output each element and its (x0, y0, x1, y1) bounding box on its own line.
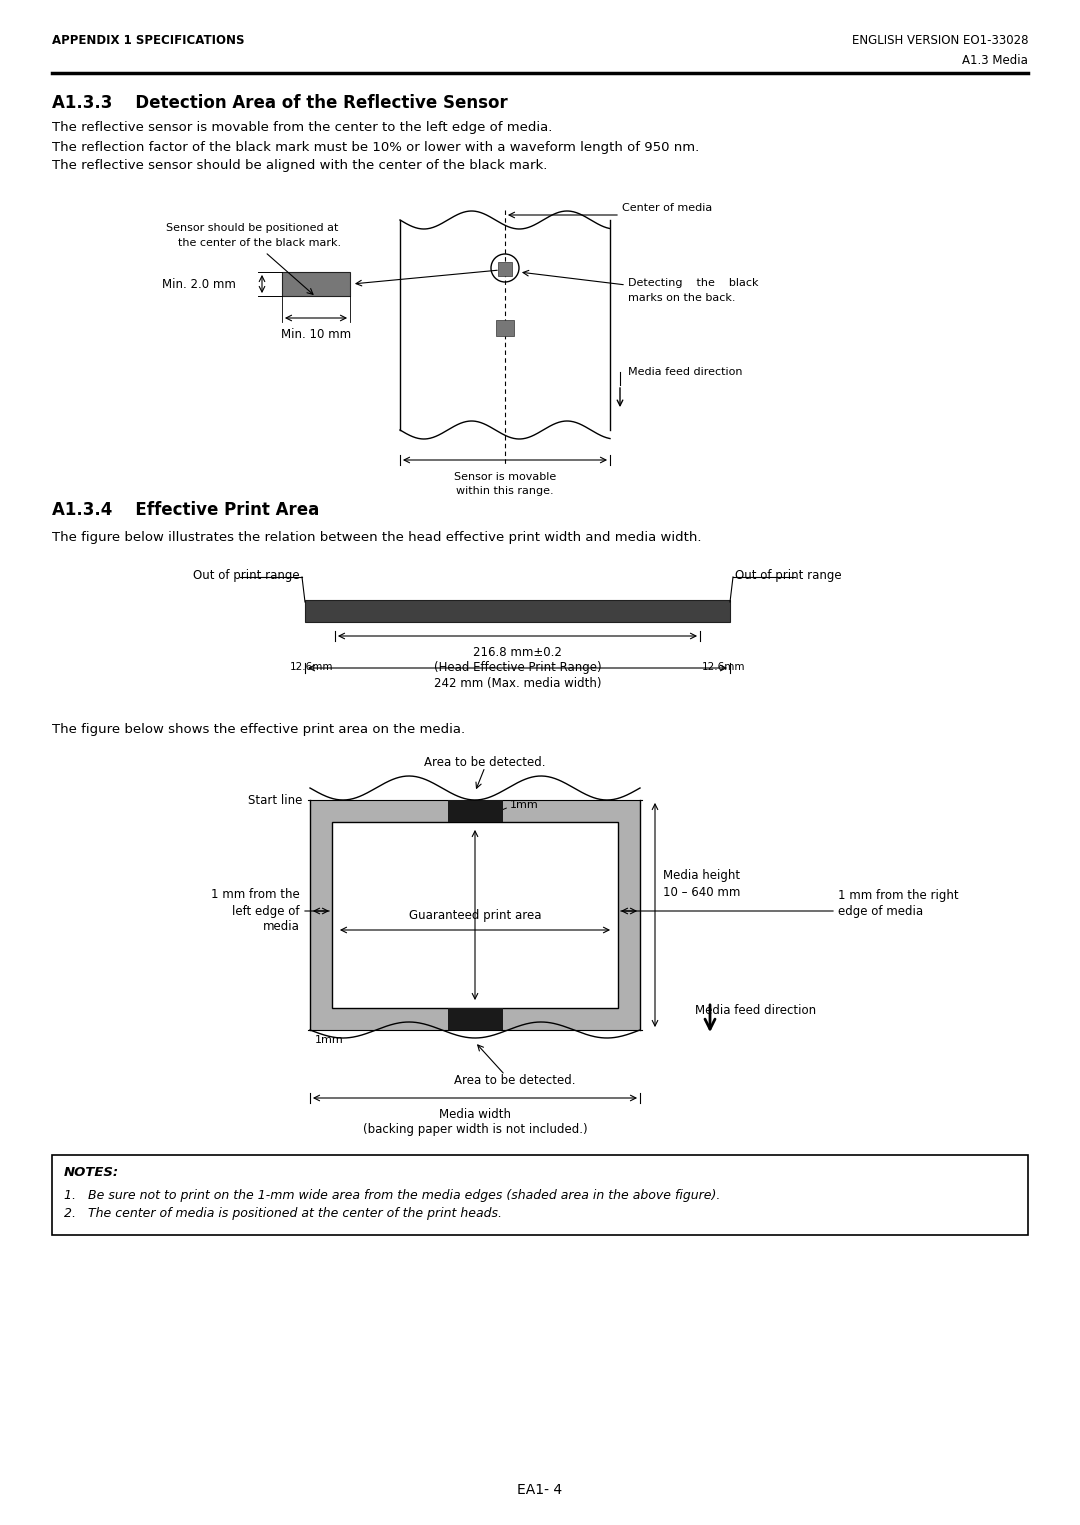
Text: 2.   The center of media is positioned at the center of the print heads.: 2. The center of media is positioned at … (64, 1206, 502, 1220)
Text: A1.3.3    Detection Area of the Reflective Sensor: A1.3.3 Detection Area of the Reflective … (52, 95, 508, 111)
Text: EA1- 4: EA1- 4 (517, 1482, 563, 1498)
Text: marks on the back.: marks on the back. (627, 293, 735, 303)
Text: Out of print range: Out of print range (735, 569, 841, 581)
Text: The reflective sensor should be aligned with the center of the black mark.: The reflective sensor should be aligned … (52, 160, 548, 172)
Text: A1.3.4    Effective Print Area: A1.3.4 Effective Print Area (52, 502, 320, 518)
Text: NOTES:: NOTES: (64, 1167, 119, 1179)
Text: APPENDIX 1 SPECIFICATIONS: APPENDIX 1 SPECIFICATIONS (52, 34, 244, 46)
Bar (332, 822, 618, 1008)
Text: 242 mm (Max. media width): 242 mm (Max. media width) (434, 677, 602, 691)
Text: Media feed direction: Media feed direction (696, 1003, 816, 1017)
Text: 1mm: 1mm (510, 801, 539, 810)
Bar (52, 1154, 1028, 1235)
Text: A1.3 Media: A1.3 Media (962, 53, 1028, 67)
Text: Out of print range: Out of print range (193, 569, 300, 581)
Text: The reflective sensor is movable from the center to the left edge of media.: The reflective sensor is movable from th… (52, 122, 552, 134)
Text: Guaranteed print area: Guaranteed print area (408, 909, 541, 921)
Text: left edge of: left edge of (232, 904, 300, 918)
Text: Sensor is movable: Sensor is movable (454, 473, 556, 482)
Text: (backing paper width is not included.): (backing paper width is not included.) (363, 1124, 588, 1136)
Text: 1.   Be sure not to print on the 1-mm wide area from the media edges (shaded are: 1. Be sure not to print on the 1-mm wide… (64, 1188, 720, 1202)
Text: Media height: Media height (663, 869, 740, 883)
Text: Center of media: Center of media (622, 203, 712, 214)
Text: (Head Effective Print Range): (Head Effective Print Range) (434, 660, 602, 674)
Text: media: media (264, 921, 300, 933)
Text: Area to be detected.: Area to be detected. (424, 755, 545, 769)
Bar (496, 320, 514, 336)
Text: The reflection factor of the black mark must be 10% or lower with a waveform len: The reflection factor of the black mark … (52, 140, 699, 154)
Text: 10 – 640 mm: 10 – 640 mm (663, 886, 741, 898)
Text: 216.8 mm±0.2: 216.8 mm±0.2 (473, 645, 562, 659)
Bar (282, 271, 350, 296)
Bar (448, 1008, 503, 1029)
Text: 1 mm from the right: 1 mm from the right (838, 889, 959, 901)
Bar (448, 801, 503, 822)
Text: Start line: Start line (247, 793, 302, 807)
Text: Min. 2.0 mm: Min. 2.0 mm (162, 278, 235, 290)
Bar (305, 599, 730, 622)
Text: Sensor should be positioned at: Sensor should be positioned at (166, 223, 338, 233)
Text: The figure below illustrates the relation between the head effective print width: The figure below illustrates the relatio… (52, 531, 702, 543)
Text: The figure below shows the effective print area on the media.: The figure below shows the effective pri… (52, 723, 465, 737)
Text: Detecting    the    black: Detecting the black (627, 278, 758, 288)
Text: edge of media: edge of media (838, 904, 923, 918)
Text: the center of the black mark.: the center of the black mark. (178, 238, 341, 249)
Text: 1mm: 1mm (315, 1035, 343, 1045)
Bar (498, 262, 512, 276)
Text: Media feed direction: Media feed direction (627, 368, 743, 377)
Bar (310, 801, 640, 1029)
Text: Area to be detected.: Area to be detected. (455, 1074, 576, 1086)
Text: 1 mm from the: 1 mm from the (212, 889, 300, 901)
Bar (332, 822, 618, 1008)
Text: within this range.: within this range. (456, 486, 554, 496)
Text: 12.6mm: 12.6mm (289, 662, 333, 673)
Text: ENGLISH VERSION EO1-33028: ENGLISH VERSION EO1-33028 (851, 34, 1028, 46)
Text: 12.6mm: 12.6mm (702, 662, 745, 673)
Text: Min. 10 mm: Min. 10 mm (281, 328, 351, 340)
Text: Media width: Media width (438, 1109, 511, 1121)
